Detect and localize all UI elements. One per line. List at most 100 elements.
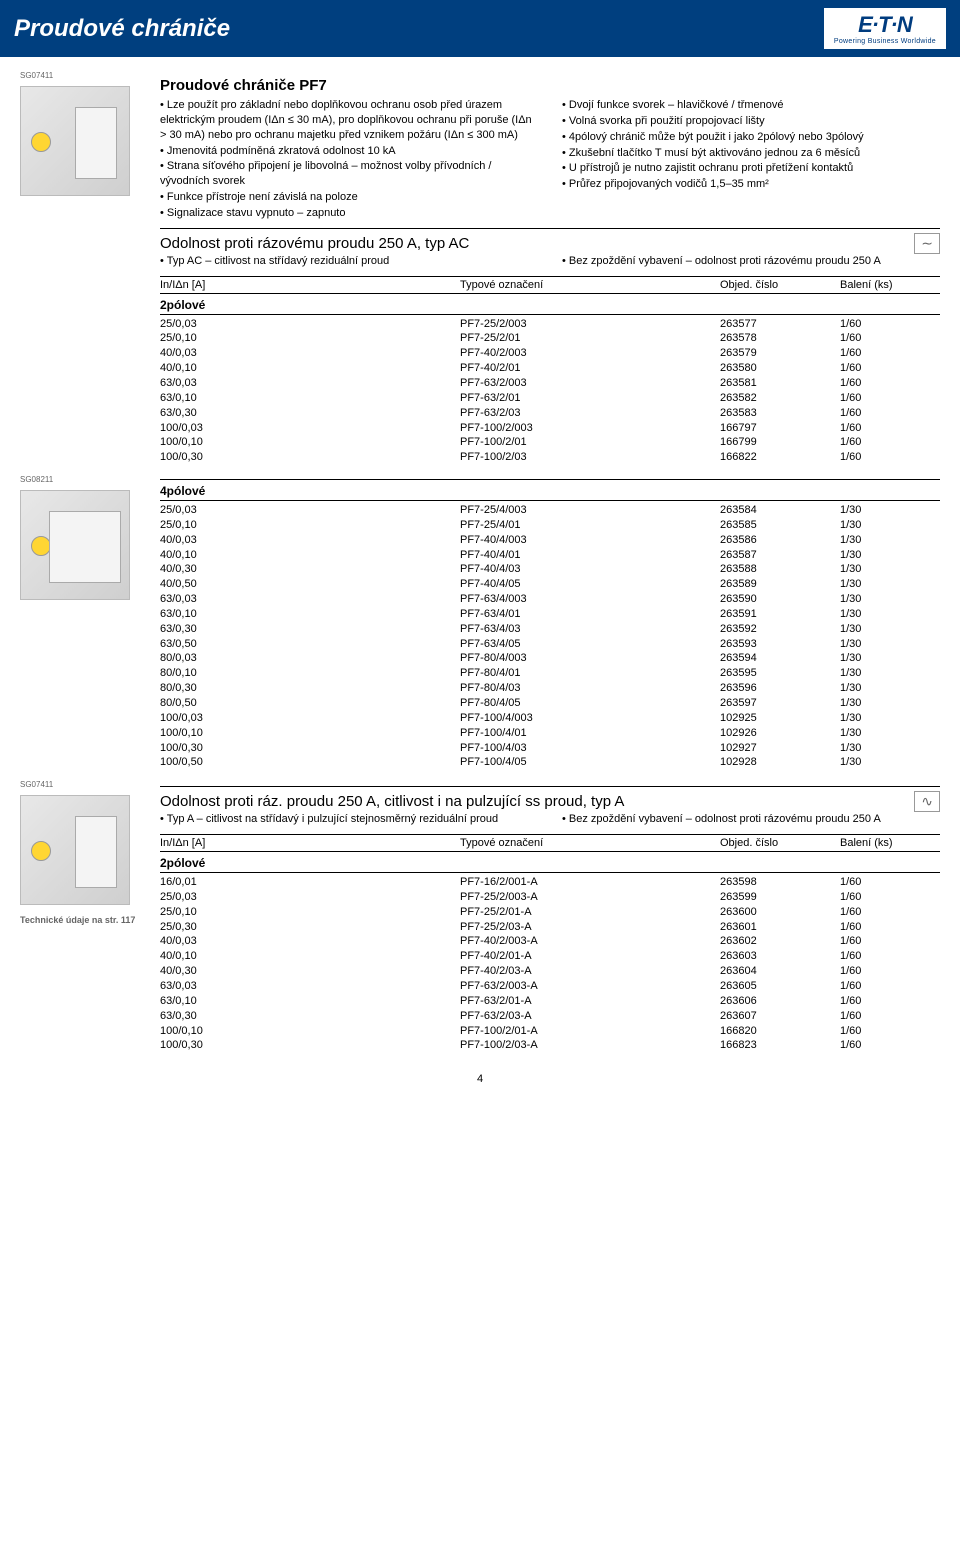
table-cell: 263580 — [720, 361, 840, 376]
table-row: 80/0,30PF7-80/4/032635961/30 — [160, 681, 940, 696]
table-row: 25/0,10PF7-25/4/012635851/30 — [160, 518, 940, 533]
list-item: Volná svorka při použití propojovací liš… — [562, 114, 940, 129]
table-cell: PF7-40/4/05 — [460, 577, 720, 592]
table-cell: 1/60 — [840, 450, 940, 465]
table-cell: 263587 — [720, 548, 840, 563]
table-cell: 40/0,10 — [160, 949, 460, 964]
intro-bullets: Lze použít pro základní nebo doplňkovou … — [160, 98, 940, 222]
table-cell: 1/30 — [840, 592, 940, 607]
table-cell: PF7-63/2/003-A — [460, 979, 720, 994]
list-item: Zkušební tlačítko T musí být aktivováno … — [562, 146, 940, 161]
col-pack: Balení (ks) — [840, 279, 940, 291]
table-row: 63/0,30PF7-63/2/03-A2636071/60 — [160, 1009, 940, 1024]
table-cell: PF7-100/2/03 — [460, 450, 720, 465]
table-row: 40/0,03PF7-40/2/003-A2636021/60 — [160, 934, 940, 949]
table-cell: 63/0,10 — [160, 607, 460, 622]
table-cell: 263586 — [720, 533, 840, 548]
table-row: 80/0,10PF7-80/4/012635951/30 — [160, 666, 940, 681]
table-cell: PF7-100/2/03-A — [460, 1038, 720, 1053]
section2-bullets-right: Bez zpoždění vybavení – odolnost proti r… — [562, 812, 940, 828]
table-cell: 102928 — [720, 755, 840, 770]
brand-logo: E·T·N Powering Business Worldwide — [824, 8, 946, 49]
table-cell: 80/0,03 — [160, 651, 460, 666]
table-cell: 63/0,30 — [160, 406, 460, 421]
table-cell: 40/0,03 — [160, 934, 460, 949]
table-cell: 1/60 — [840, 994, 940, 1009]
table-cell: 263579 — [720, 346, 840, 361]
table-cell: PF7-63/4/05 — [460, 637, 720, 652]
table-cell: 263600 — [720, 905, 840, 920]
table-cell: 263588 — [720, 562, 840, 577]
list-item: 4pólový chránič může být použit i jako 2… — [562, 130, 940, 145]
table-cell: 25/0,10 — [160, 905, 460, 920]
table-row: 63/0,30PF7-63/4/032635921/30 — [160, 622, 940, 637]
table-cell: PF7-25/2/01 — [460, 331, 720, 346]
table-cell: 100/0,30 — [160, 450, 460, 465]
table-cell: 40/0,10 — [160, 361, 460, 376]
table-cell: 263591 — [720, 607, 840, 622]
table-cell: 1/60 — [840, 934, 940, 949]
table-cell: PF7-25/2/003-A — [460, 890, 720, 905]
table-row: 100/0,30PF7-100/2/031668221/60 — [160, 450, 940, 465]
table-cell: 100/0,30 — [160, 1038, 460, 1053]
table-row: 63/0,10PF7-63/2/012635821/60 — [160, 391, 940, 406]
table-cell: 263578 — [720, 331, 840, 346]
table-row: 100/0,30PF7-100/2/03-A1668231/60 — [160, 1038, 940, 1053]
table-cell: 63/0,03 — [160, 376, 460, 391]
image-code-2: SG08211 — [20, 475, 53, 484]
table-cell: 25/0,03 — [160, 890, 460, 905]
table-cell: 263581 — [720, 376, 840, 391]
group2-rows: 25/0,03PF7-25/4/0032635841/3025/0,10PF7-… — [160, 503, 940, 770]
table-cell: 100/0,10 — [160, 435, 460, 450]
table-cell: 102926 — [720, 726, 840, 741]
list-item: Bez zpoždění vybavení – odolnost proti r… — [562, 254, 940, 269]
tech-note: Technické údaje na str. 117 — [20, 915, 140, 925]
table-cell: 166797 — [720, 421, 840, 436]
table-cell: 63/0,03 — [160, 592, 460, 607]
table-cell: 263603 — [720, 949, 840, 964]
section1-title-row: Odolnost proti rázovému proudu 250 A, ty… — [160, 228, 940, 254]
table-cell: 166820 — [720, 1024, 840, 1039]
section2-bullets: Typ A – citlivost na střídavý i pulzujíc… — [160, 812, 940, 828]
table-row: 40/0,10PF7-40/2/01-A2636031/60 — [160, 949, 940, 964]
table-cell: 1/60 — [840, 435, 940, 450]
table-row: 80/0,03PF7-80/4/0032635941/30 — [160, 651, 940, 666]
table-row: 63/0,50PF7-63/4/052635931/30 — [160, 637, 940, 652]
table-cell: PF7-100/4/05 — [460, 755, 720, 770]
logo-sub-text: Powering Business Worldwide — [834, 38, 936, 45]
table-cell: 25/0,30 — [160, 920, 460, 935]
table-cell: 1/30 — [840, 755, 940, 770]
table-row: 40/0,30PF7-40/2/03-A2636041/60 — [160, 964, 940, 979]
table-cell: 263607 — [720, 1009, 840, 1024]
table-cell: 1/30 — [840, 696, 940, 711]
table-row: 100/0,10PF7-100/4/011029261/30 — [160, 726, 940, 741]
table-cell: 263582 — [720, 391, 840, 406]
table-row: 100/0,10PF7-100/2/01-A1668201/60 — [160, 1024, 940, 1039]
list-item: Typ AC – citlivost na střídavý reziduáln… — [160, 254, 538, 269]
table-row: 100/0,50PF7-100/4/051029281/30 — [160, 755, 940, 770]
table-cell: PF7-63/4/01 — [460, 607, 720, 622]
table-cell: 263594 — [720, 651, 840, 666]
table-header-2: In/IΔn [A] Typové označení Objed. číslo … — [160, 834, 940, 852]
table-cell: 166823 — [720, 1038, 840, 1053]
table-cell: 1/60 — [840, 1009, 940, 1024]
section2-title: Odolnost proti ráz. proudu 250 A, citliv… — [160, 793, 624, 810]
table-cell: 1/30 — [840, 577, 940, 592]
table-cell: 263597 — [720, 696, 840, 711]
table-cell: 100/0,30 — [160, 741, 460, 756]
product-image-2pole — [20, 86, 130, 196]
table-cell: 1/60 — [840, 949, 940, 964]
table-row: 100/0,03PF7-100/2/0031667971/60 — [160, 421, 940, 436]
table-cell: 1/30 — [840, 533, 940, 548]
table-cell: 263604 — [720, 964, 840, 979]
table-row: 25/0,03PF7-25/4/0032635841/30 — [160, 503, 940, 518]
table-cell: 63/0,10 — [160, 391, 460, 406]
list-item: Funkce přístroje není závislá na poloze — [160, 190, 538, 205]
table-row: 100/0,10PF7-100/2/011667991/60 — [160, 435, 940, 450]
group2-subhead: 4pólové — [160, 479, 940, 501]
table-row: 100/0,03PF7-100/4/0031029251/30 — [160, 711, 940, 726]
logo-main-text: E·T·N — [858, 12, 912, 38]
table-row: 25/0,30PF7-25/2/03-A2636011/60 — [160, 920, 940, 935]
table-cell: PF7-63/2/03 — [460, 406, 720, 421]
table-cell: 1/60 — [840, 361, 940, 376]
